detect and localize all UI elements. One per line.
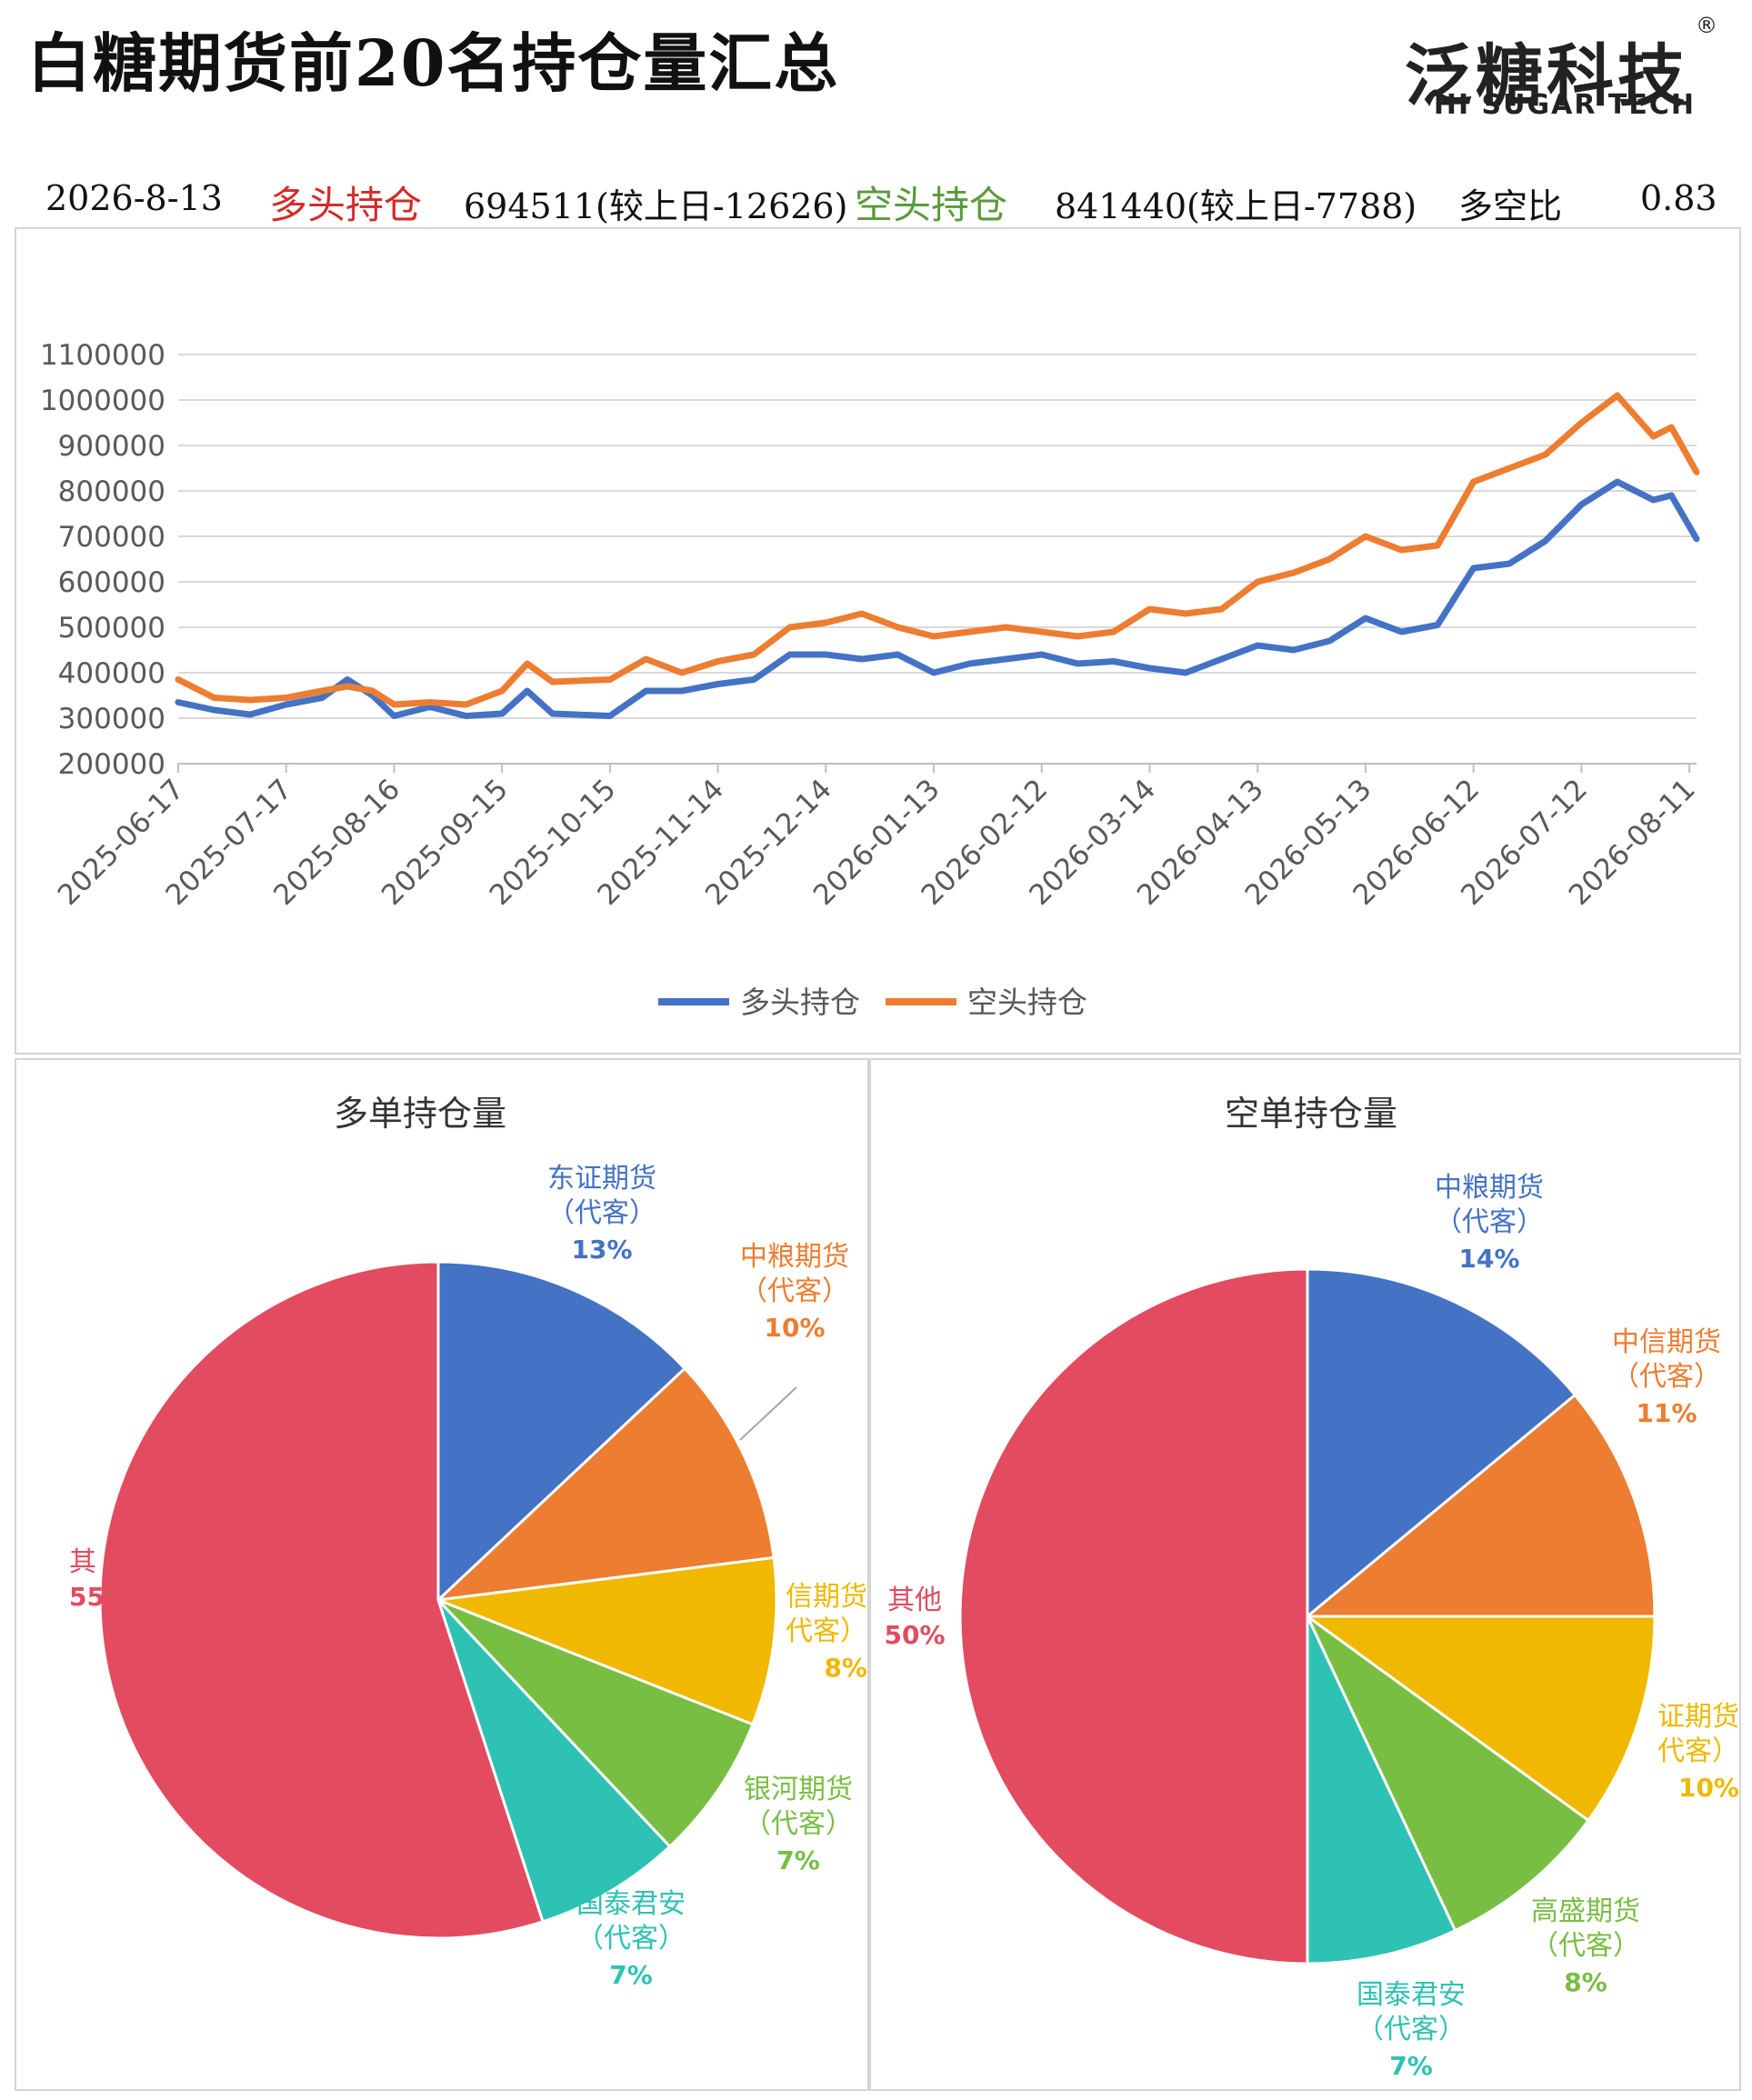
pie-label-sub: （代客） xyxy=(744,1808,853,1840)
pie-label-sub: （代客） xyxy=(576,1923,686,1955)
pie-data-label: 其他 50% xyxy=(884,1585,945,1650)
pie-slice xyxy=(436,1598,672,1924)
short-pie-panel: 空单持仓量 中粮期货 （代客） 14% 中信期货 （代客） 11% 证期货 代客） 10% 高盛期货… xyxy=(869,1058,1741,2091)
summary-ratio-label: 多空比 xyxy=(1458,186,1563,226)
pie-label-pct: 10% xyxy=(764,1313,825,1343)
y-tick-label: 1000000 xyxy=(40,385,165,417)
y-tick-label: 600000 xyxy=(58,566,165,599)
pie-label-name: 其 xyxy=(69,1546,96,1578)
brand-logo-subtitle: HI SUGAR TECH xyxy=(1433,89,1696,121)
pie-label-pct: 10% xyxy=(1678,1773,1739,1803)
pie-slice xyxy=(436,1260,687,1604)
pie-label-name: 国泰君安 xyxy=(576,1888,686,1920)
pie-label-name: 中粮期货 xyxy=(740,1241,849,1273)
short-pie-chart: 空单持仓量中粮期货（代客）14%中信期货（代客）11%证期货代客）10%高盛期货… xyxy=(884,1094,1739,2081)
pie-label-pct: 8% xyxy=(824,1653,867,1683)
y-tick-label: 200000 xyxy=(58,748,165,781)
pie-label-pct: 7% xyxy=(1389,2051,1433,2081)
y-tick-label: 400000 xyxy=(58,657,165,690)
brand-logo-text: 泛糖科技 xyxy=(1405,37,1688,115)
y-tick-label: 800000 xyxy=(58,475,165,508)
pie-slice xyxy=(958,1267,1309,1965)
pie-label-sub: （代客） xyxy=(1357,2014,1466,2045)
pie-data-label: 东证期货（代客） 13% xyxy=(547,1163,656,1265)
summary-date: 2026-8-13 xyxy=(45,178,223,218)
pie-label-name: 证期货 xyxy=(1657,1701,1739,1733)
pie-label-pct: 55 xyxy=(69,1582,105,1612)
legend-label: 多头持仓 xyxy=(740,985,860,1020)
line-chart: 1100000 1000000 900000 800000 700000 600000 50… xyxy=(40,339,1702,1020)
pie-slice xyxy=(1306,1615,1591,1933)
pie-label-name: 国泰君安 xyxy=(1357,1979,1466,2011)
pie-label-name: 信期货 xyxy=(786,1581,867,1613)
series-line-long xyxy=(175,478,1700,719)
y-tick-label: 1100000 xyxy=(40,339,165,372)
y-tick-label: 700000 xyxy=(58,521,165,554)
pie-data-label: 中粮期货（代客） 14% xyxy=(1435,1172,1544,1274)
registered-mark: ® xyxy=(1696,13,1717,38)
pie-label-name: 中粮期货 xyxy=(1435,1172,1544,1204)
pie-label-sub: （代客） xyxy=(740,1275,849,1307)
pie-label-sub: （代客） xyxy=(1612,1361,1721,1393)
page-title: 白糖期货前20名持仓量汇总 xyxy=(27,25,840,101)
pie-title: 空单持仓量 xyxy=(1225,1094,1397,1134)
pie-data-label: 银河期货（代客） 7% xyxy=(744,1774,853,1875)
pie-label-sub: 代客） xyxy=(1657,1735,1739,1767)
pie-data-label: 国泰君安（代客） 7% xyxy=(1357,1979,1466,2081)
pie-slice xyxy=(434,1366,776,1603)
pie-slice xyxy=(98,1260,545,1940)
pie-label-name: 银河期货 xyxy=(744,1774,853,1805)
pie-label-name: 其他 xyxy=(887,1585,942,1616)
pie-slice xyxy=(1306,1267,1577,1620)
summary-short-value: 841440(较上日-7788) xyxy=(1055,186,1417,226)
long-pie-panel: 多单持仓量 东证期货 （代客） 13% 中粮期货 （代客） 10% 信期货 代客） 8% 银河期货（… xyxy=(15,1058,869,2091)
y-tick-label: 900000 xyxy=(58,430,165,463)
pie-label-pct: 11% xyxy=(1636,1398,1697,1428)
line-chart-panel: 1100000 1000000 900000 800000 700000 600000 50… xyxy=(15,227,1741,1055)
legend-label: 空头持仓 xyxy=(967,985,1087,1020)
pie-label-pct: 8% xyxy=(1564,1967,1607,1997)
summary-long-label: 多头持仓 xyxy=(269,183,423,227)
pie-data-label: 国泰君安（代客） 7% xyxy=(576,1888,686,1990)
pie-slice xyxy=(1303,1615,1657,1823)
summary-long-value: 694511(较上日-12626) xyxy=(464,186,848,226)
pie-label-pct: 13% xyxy=(571,1235,632,1265)
pie-label-name: 东证期货 xyxy=(547,1163,656,1195)
pie-leader-line xyxy=(739,1386,797,1441)
pie-title: 多单持仓量 xyxy=(334,1094,506,1134)
pie-label-pct: 7% xyxy=(776,1845,820,1875)
pie-slice xyxy=(1303,1393,1657,1618)
pie-label-sub: （代客） xyxy=(547,1197,656,1229)
summary-ratio-value: 0.83 xyxy=(1640,178,1717,218)
pie-label-sub: （代客） xyxy=(1435,1206,1544,1238)
summary-short-label: 空头持仓 xyxy=(855,183,1008,227)
pie-label-pct: 7% xyxy=(609,1960,653,1990)
pie-slice xyxy=(437,1555,778,1726)
pie-slice xyxy=(1306,1615,1457,1965)
pie-data-label: 中信期货（代客） 11% xyxy=(1612,1326,1721,1428)
pie-label-pct: 14% xyxy=(1458,1244,1519,1274)
pie-data-label: 高盛期货（代客） 8% xyxy=(1531,1895,1640,1997)
y-tick-label: 300000 xyxy=(58,703,165,735)
pie-label-name: 中信期货 xyxy=(1612,1326,1721,1358)
pie-data-label: 中粮期货（代客） 10% xyxy=(740,1241,849,1343)
pie-label-pct: 50% xyxy=(884,1620,945,1650)
pie-label-name: 高盛期货 xyxy=(1531,1895,1640,1927)
y-tick-label: 500000 xyxy=(58,612,165,645)
pie-data-label: 其 55 xyxy=(69,1546,105,1612)
pie-slice xyxy=(436,1598,755,1849)
pie-label-sub: （代客） xyxy=(1531,1930,1640,1962)
series-line-short xyxy=(175,392,1700,708)
pie-label-sub: 代客） xyxy=(786,1615,867,1647)
